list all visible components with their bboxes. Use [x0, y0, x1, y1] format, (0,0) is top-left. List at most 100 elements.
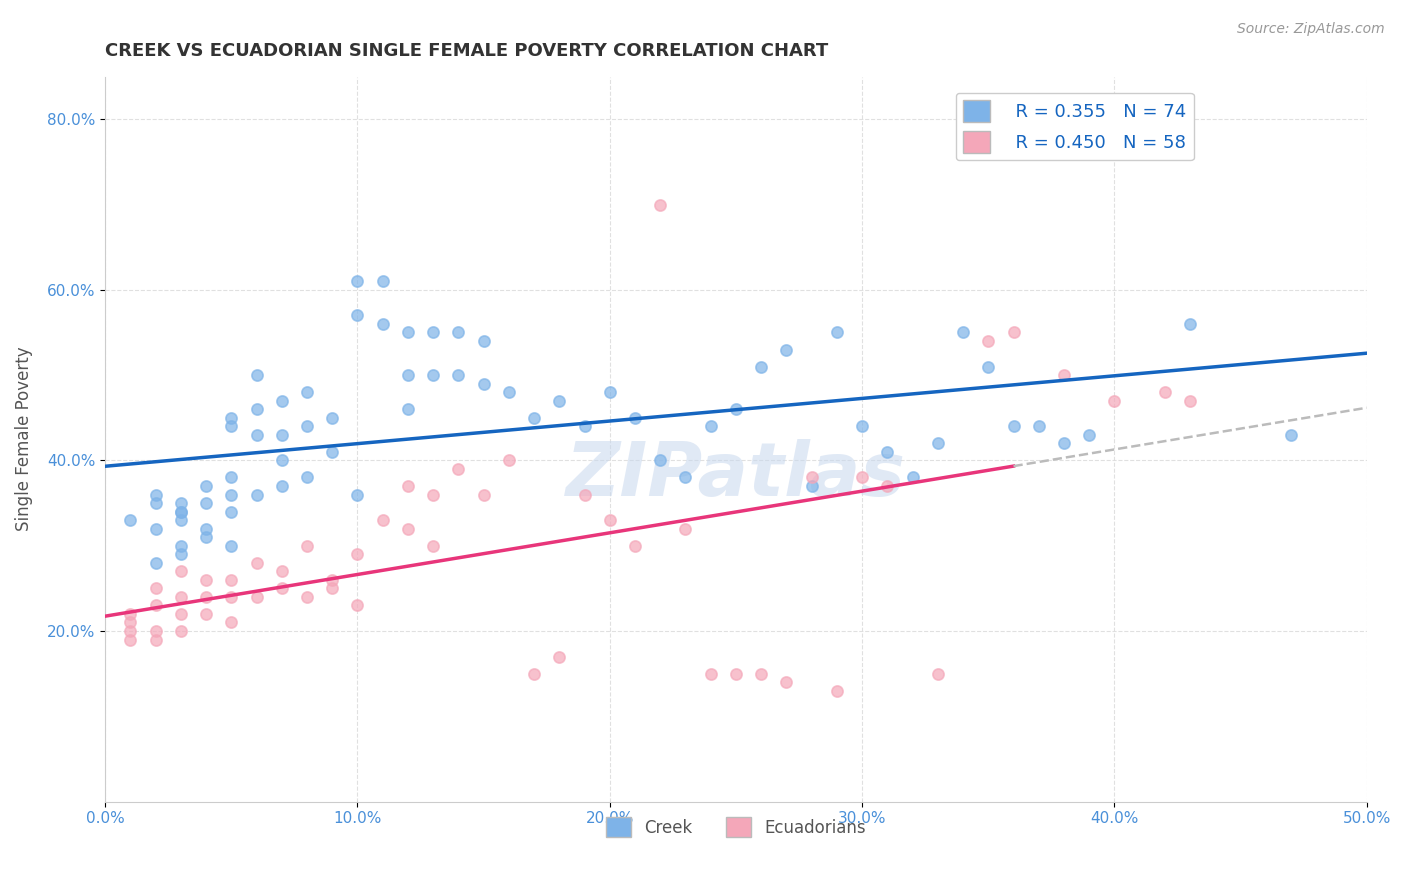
Point: [574, 419, 596, 434]
Point: [422, 539, 444, 553]
Point: [800, 470, 823, 484]
Point: [724, 402, 747, 417]
Point: [219, 419, 242, 434]
Point: [295, 419, 318, 434]
Point: [952, 326, 974, 340]
Point: [699, 419, 721, 434]
Point: [270, 564, 292, 578]
Point: [1002, 419, 1025, 434]
Point: [396, 479, 419, 493]
Point: [219, 590, 242, 604]
Point: [170, 547, 193, 561]
Point: [574, 487, 596, 501]
Point: [120, 615, 142, 630]
Point: [650, 453, 672, 467]
Point: [170, 564, 193, 578]
Point: [800, 479, 823, 493]
Point: [472, 334, 495, 348]
Point: [170, 505, 193, 519]
Point: [624, 539, 647, 553]
Point: [396, 522, 419, 536]
Point: [422, 368, 444, 383]
Point: [825, 683, 848, 698]
Point: [346, 309, 368, 323]
Point: [876, 445, 898, 459]
Point: [195, 479, 218, 493]
Text: Source: ZipAtlas.com: Source: ZipAtlas.com: [1237, 22, 1385, 37]
Point: [472, 487, 495, 501]
Point: [321, 445, 343, 459]
Point: [195, 496, 218, 510]
Point: [245, 487, 267, 501]
Point: [346, 547, 368, 561]
Point: [120, 624, 142, 638]
Point: [219, 615, 242, 630]
Point: [170, 496, 193, 510]
Point: [1279, 427, 1302, 442]
Point: [523, 666, 546, 681]
Point: [749, 359, 772, 374]
Point: [295, 470, 318, 484]
Point: [295, 385, 318, 400]
Point: [170, 590, 193, 604]
Point: [245, 427, 267, 442]
Point: [245, 590, 267, 604]
Point: [145, 556, 167, 570]
Text: ZIPatlas: ZIPatlas: [567, 439, 905, 512]
Point: [346, 487, 368, 501]
Point: [170, 539, 193, 553]
Point: [346, 599, 368, 613]
Point: [749, 666, 772, 681]
Point: [195, 607, 218, 621]
Point: [245, 402, 267, 417]
Point: [675, 522, 697, 536]
Point: [624, 410, 647, 425]
Point: [1178, 317, 1201, 331]
Point: [195, 530, 218, 544]
Point: [195, 573, 218, 587]
Point: [901, 470, 924, 484]
Point: [270, 393, 292, 408]
Point: [851, 470, 873, 484]
Point: [825, 326, 848, 340]
Point: [219, 505, 242, 519]
Point: [145, 624, 167, 638]
Point: [270, 582, 292, 596]
Point: [270, 479, 292, 493]
Point: [145, 522, 167, 536]
Point: [775, 343, 797, 357]
Point: [145, 487, 167, 501]
Point: [145, 632, 167, 647]
Point: [523, 410, 546, 425]
Point: [219, 573, 242, 587]
Point: [977, 334, 1000, 348]
Point: [120, 513, 142, 527]
Point: [977, 359, 1000, 374]
Point: [170, 624, 193, 638]
Point: [170, 505, 193, 519]
Legend: Creek, Ecuadorians: Creek, Ecuadorians: [599, 810, 873, 844]
Point: [219, 470, 242, 484]
Point: [447, 368, 470, 383]
Point: [447, 326, 470, 340]
Point: [295, 539, 318, 553]
Point: [498, 385, 520, 400]
Point: [120, 607, 142, 621]
Point: [1028, 419, 1050, 434]
Point: [1053, 436, 1076, 450]
Point: [346, 274, 368, 288]
Point: [396, 368, 419, 383]
Point: [699, 666, 721, 681]
Point: [1154, 385, 1177, 400]
Y-axis label: Single Female Poverty: Single Female Poverty: [15, 347, 32, 532]
Point: [270, 427, 292, 442]
Point: [1053, 368, 1076, 383]
Point: [321, 582, 343, 596]
Point: [650, 197, 672, 211]
Point: [245, 556, 267, 570]
Point: [775, 675, 797, 690]
Point: [422, 487, 444, 501]
Point: [927, 666, 949, 681]
Point: [1104, 393, 1126, 408]
Point: [396, 326, 419, 340]
